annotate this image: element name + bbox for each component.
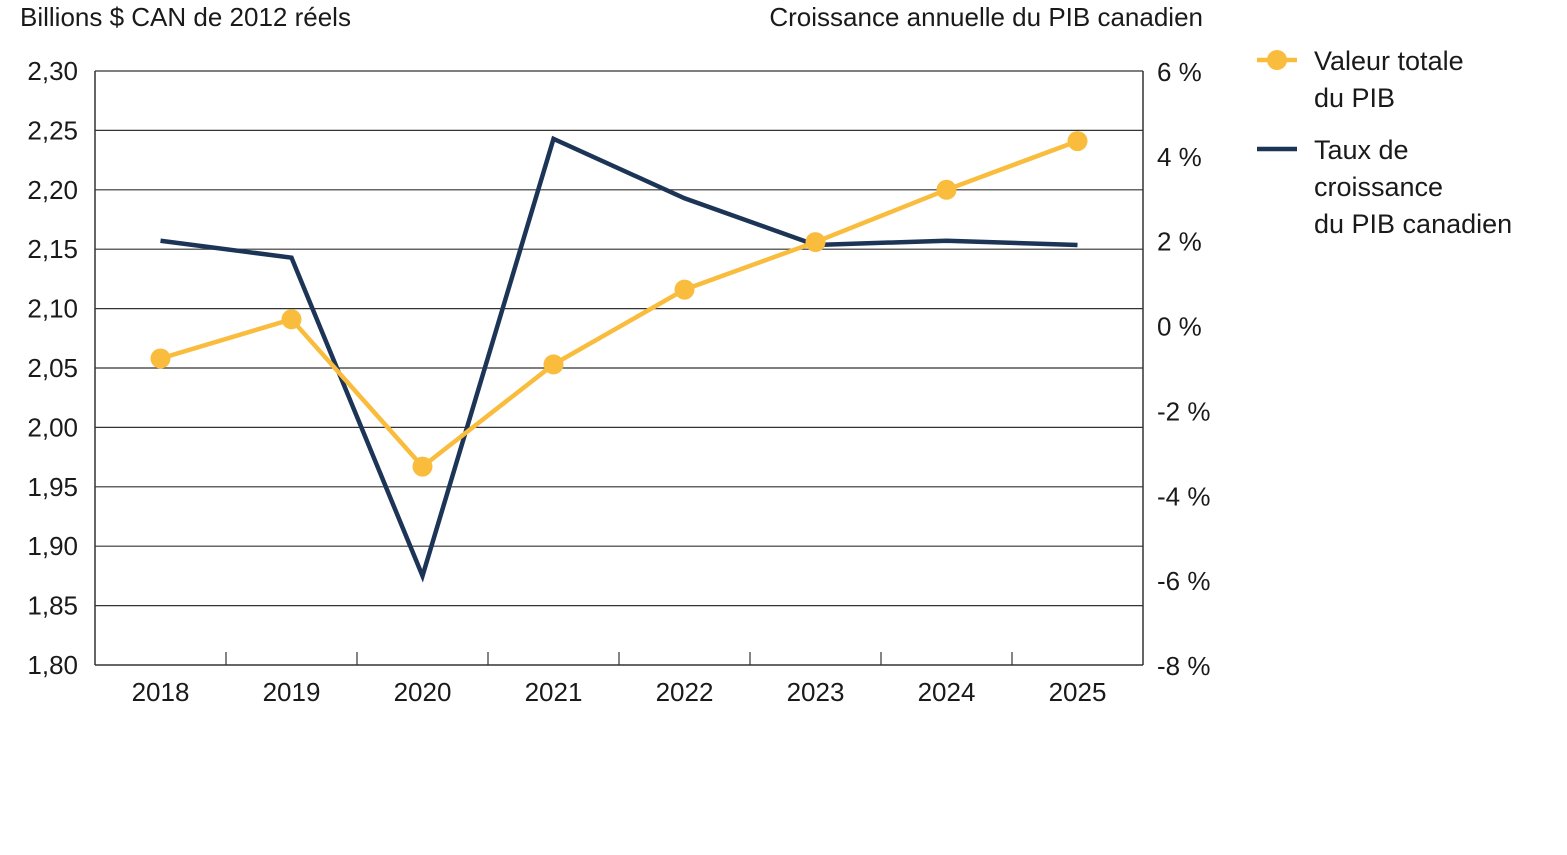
right-tick-label: -2 %	[1157, 396, 1210, 426]
data-point	[805, 232, 826, 253]
x-tick-label: 2025	[1049, 677, 1107, 707]
series-line-right	[160, 135, 1078, 583]
series-line-left	[159, 138, 1079, 470]
x-tick-label: 2021	[525, 677, 583, 707]
left-axis-title: Billions $ CAN de 2012 réels	[20, 2, 351, 32]
x-tick-label: 2024	[918, 677, 976, 707]
left-tick-label: 2,05	[27, 353, 78, 383]
x-tick-label: 2020	[394, 677, 452, 707]
right-tick-label: 2 %	[1157, 227, 1202, 257]
left-tick-label: 2,15	[27, 234, 78, 264]
legend-label: croissance	[1314, 172, 1443, 202]
left-tick-label: 1,85	[27, 591, 78, 621]
right-tick-label: -4 %	[1157, 481, 1210, 511]
legend-marker	[1267, 50, 1287, 70]
data-point	[412, 456, 433, 477]
left-tick-label: 2,30	[27, 56, 78, 86]
data-point	[1067, 131, 1088, 152]
legend-label: Valeur totale	[1314, 46, 1464, 76]
data-point	[543, 354, 564, 375]
left-tick-label: 2,00	[27, 412, 78, 442]
data-point	[674, 279, 695, 300]
x-tick-label: 2022	[656, 677, 714, 707]
legend-label: du PIB canadien	[1314, 209, 1512, 239]
left-tick-label: 2,25	[27, 115, 78, 145]
x-tick-label: 2023	[787, 677, 845, 707]
x-tick-label: 2018	[132, 677, 190, 707]
left-tick-label: 1,90	[27, 531, 78, 561]
right-tick-label: -6 %	[1157, 566, 1210, 596]
legend-label: Taux de	[1314, 135, 1409, 165]
data-point	[281, 309, 302, 330]
left-tick-label: 1,80	[27, 650, 78, 680]
right-tick-label: 6 %	[1157, 57, 1202, 87]
left-tick-label: 1,95	[27, 472, 78, 502]
data-point	[936, 179, 957, 200]
legend-label: du PIB	[1314, 83, 1395, 113]
data-point	[150, 348, 171, 369]
right-tick-label: 0 %	[1157, 312, 1202, 342]
left-tick-label: 2,10	[27, 294, 78, 324]
right-axis-title: Croissance annuelle du PIB canadien	[769, 2, 1203, 32]
left-tick-label: 2,20	[27, 175, 78, 205]
right-tick-label: 4 %	[1157, 142, 1202, 172]
x-tick-label: 2019	[263, 677, 321, 707]
right-tick-label: -8 %	[1157, 651, 1210, 681]
